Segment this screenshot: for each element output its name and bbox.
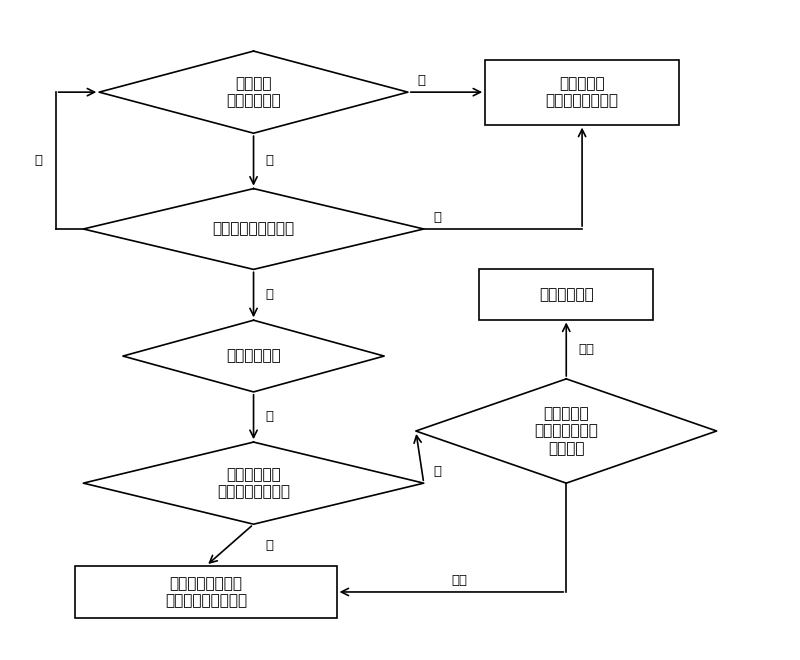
FancyBboxPatch shape xyxy=(485,59,679,125)
Text: 是否检测到挥手手势: 是否检测到挥手手势 xyxy=(213,222,294,236)
FancyBboxPatch shape xyxy=(75,566,337,618)
Text: 是: 是 xyxy=(266,154,274,168)
Text: 否: 否 xyxy=(266,288,274,302)
Text: 是: 是 xyxy=(434,211,442,224)
Text: 是: 是 xyxy=(434,465,442,478)
Text: 人脸识别自动
解锁功能是否开启: 人脸识别自动 解锁功能是否开启 xyxy=(217,467,290,500)
Text: 否: 否 xyxy=(418,74,426,87)
Text: 否: 否 xyxy=(266,539,274,552)
Text: 平面: 平面 xyxy=(451,574,467,587)
Text: 三维: 三维 xyxy=(578,343,594,356)
Text: 退出设备锁定界面
并转至密码输入窗口: 退出设备锁定界面 并转至密码输入窗口 xyxy=(165,576,247,608)
Text: 是否有人
在设定区域内: 是否有人 在设定区域内 xyxy=(226,76,281,108)
Text: 锁定设备并
切换至低功耗模式: 锁定设备并 切换至低功耗模式 xyxy=(546,76,618,108)
Text: 人脸识别为
三维面部图像或
平面图像: 人脸识别为 三维面部图像或 平面图像 xyxy=(534,406,598,456)
Text: 设备是否锁定: 设备是否锁定 xyxy=(226,348,281,364)
Text: 否: 否 xyxy=(266,411,274,424)
Text: 解除设备锁定: 解除设备锁定 xyxy=(539,286,594,302)
Text: 是: 是 xyxy=(34,154,42,167)
FancyBboxPatch shape xyxy=(479,269,654,319)
